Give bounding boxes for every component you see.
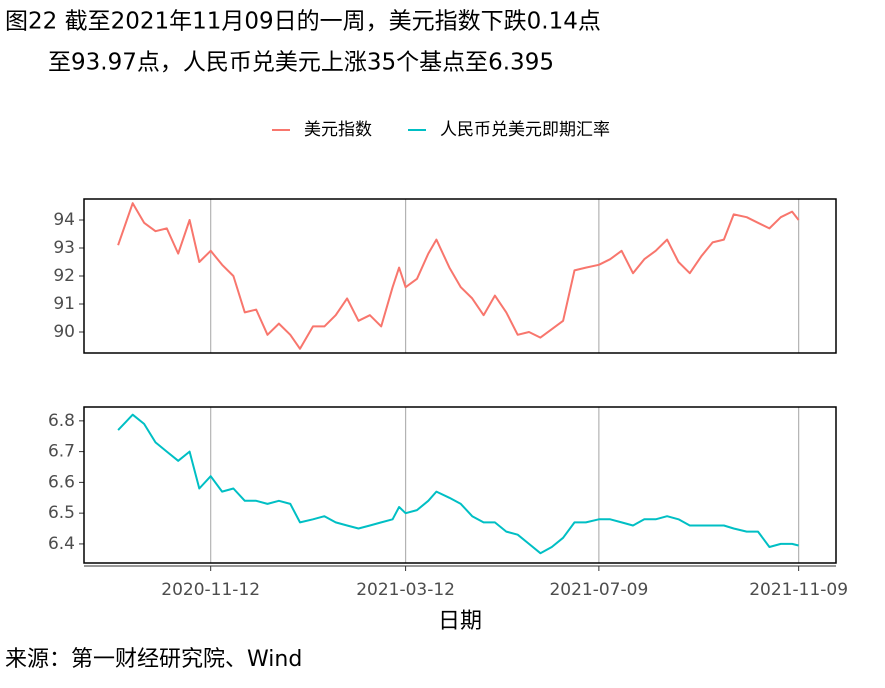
x-axis-label: 日期 [438, 609, 482, 634]
y-tick-label: 6.7 [48, 442, 75, 462]
chart-title: 至93.97点，人民币兑美元上涨35个基点至6.395 [48, 50, 554, 76]
legend-label: 人民币兑美元即期汇率 [440, 120, 610, 140]
y-tick-label: 90 [53, 322, 75, 342]
panel-border [83, 198, 837, 354]
y-tick-label: 6.8 [48, 411, 75, 431]
y-tick-label: 92 [53, 266, 75, 286]
y-tick-label: 6.6 [48, 472, 75, 492]
y-tick-label: 93 [53, 238, 75, 258]
x-tick-label: 2021-07-09 [549, 580, 648, 600]
y-tick-label: 6.5 [48, 503, 75, 523]
data-line [117, 202, 800, 350]
x-tick-label: 2020-11-12 [161, 580, 260, 600]
legend-label: 美元指数 [304, 120, 372, 140]
panel-border [83, 406, 837, 564]
source: 来源：第一财经研究院、Wind [5, 647, 302, 672]
y-tick-label: 6.4 [48, 534, 75, 554]
x-tick-label: 2021-11-09 [749, 580, 848, 600]
x-tick-label: 2021-03-12 [356, 580, 455, 600]
chart-title: 图22 截至2021年11月09日的一周，美元指数下跌0.14点 [5, 9, 601, 35]
y-tick-label: 91 [53, 294, 75, 314]
y-tick-label: 94 [53, 210, 75, 230]
data-line [117, 413, 799, 555]
